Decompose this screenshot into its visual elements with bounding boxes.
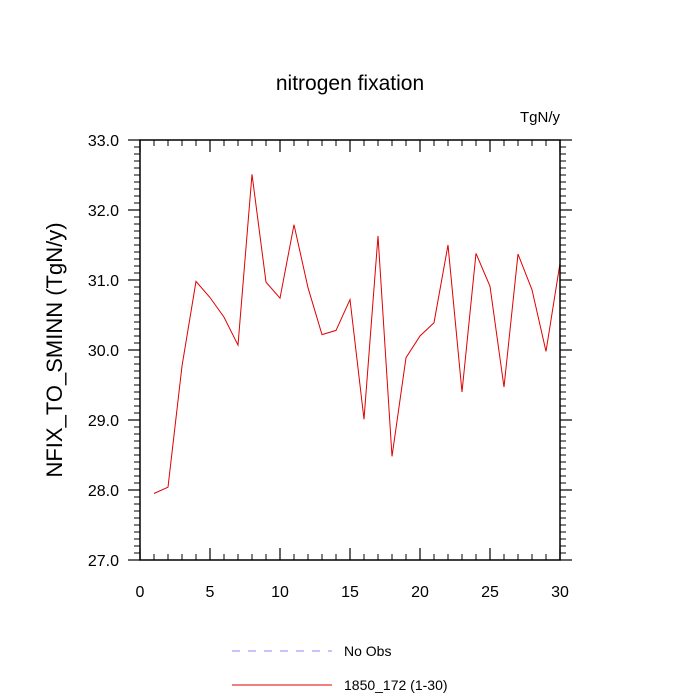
x-tick-label: 10 <box>271 584 289 601</box>
x-tick-label: 0 <box>136 584 145 601</box>
axis-ticks <box>128 139 572 561</box>
chart-title: nitrogen fixation <box>276 72 424 95</box>
y-tick-label: 30.0 <box>88 343 119 360</box>
y-tick-label: 29.0 <box>88 413 119 430</box>
y-tick-label: 33.0 <box>88 133 119 150</box>
y-tick-label: 31.0 <box>88 273 119 290</box>
legend-label-1850-172: 1850_172 (1-30) <box>344 677 448 693</box>
series-layer <box>153 174 561 494</box>
y-axis-label: NFIX_TO_SMINN (TgN/y) <box>42 222 67 477</box>
x-tick-label: 20 <box>411 584 429 601</box>
y-tick-label: 32.0 <box>88 203 119 220</box>
series-line-1 <box>153 174 561 494</box>
legend: No Obs 1850_172 (1-30) <box>232 643 448 693</box>
legend-label-no-obs: No Obs <box>344 643 391 659</box>
x-tick-label: 15 <box>341 584 359 601</box>
axis-tick-labels: 0 5 10 15 20 25 30 27.0 28.0 29.0 30.0 31.0 32.0 33.0 <box>88 133 569 601</box>
x-tick-label: 25 <box>481 584 499 601</box>
units-label: TgN/y <box>520 109 561 126</box>
y-tick-label: 27.0 <box>88 553 119 570</box>
x-tick-label: 30 <box>551 584 569 601</box>
plot-frame <box>139 139 561 561</box>
x-tick-label: 5 <box>206 584 215 601</box>
y-tick-label: 28.0 <box>88 483 119 500</box>
